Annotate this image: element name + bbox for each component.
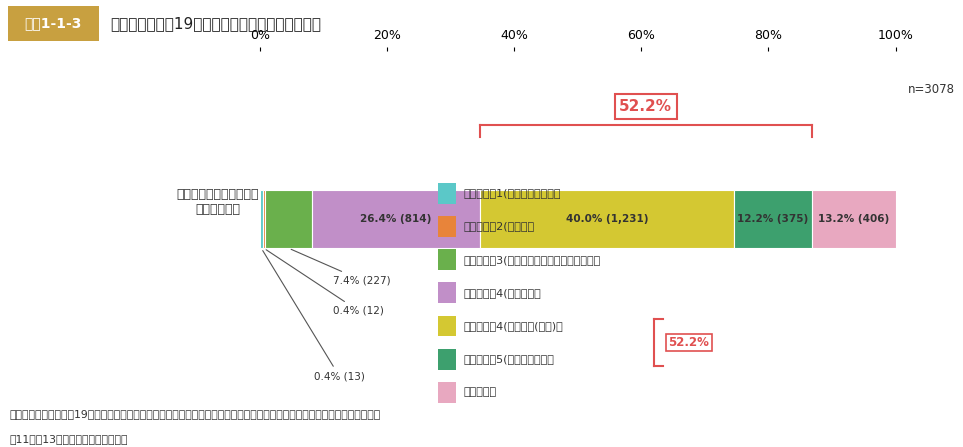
Bar	[265, 190, 312, 248]
Bar	[438, 316, 456, 337]
Bar	[438, 183, 456, 204]
Bar	[438, 249, 456, 270]
Text: 0.4% (12): 0.4% (12)	[266, 250, 384, 316]
Text: 警戒レベル2(注意報）: 警戒レベル2(注意報）	[463, 221, 534, 232]
Bar	[438, 382, 456, 403]
Bar	[812, 190, 896, 248]
Bar	[263, 190, 265, 248]
Text: 13.2% (406): 13.2% (406)	[818, 214, 889, 224]
Text: 警戒レベル3(避難準備・高齢者等避難開始）: 警戒レベル3(避難準備・高齢者等避難開始）	[463, 255, 600, 265]
Text: 実際にはどのタイミング
で避難するか: 実際にはどのタイミング で避難するか	[176, 188, 259, 216]
Text: 7.4% (227): 7.4% (227)	[291, 249, 391, 285]
Text: 令和元年台風第19号の実際に避難する警戒レベル: 令和元年台風第19号の実際に避難する警戒レベル	[111, 16, 322, 31]
Bar	[260, 190, 263, 248]
Text: 警戒レベル4(避難指示(緊急)）: 警戒レベル4(避難指示(緊急)）	[463, 321, 563, 331]
Text: 警戒レベル4(避難勧告）: 警戒レベル4(避難勧告）	[463, 288, 541, 298]
FancyBboxPatch shape	[8, 6, 99, 41]
Bar	[438, 283, 456, 303]
Text: 警戒レベル5(災害発生情報）: 警戒レベル5(災害発生情報）	[463, 354, 554, 364]
Text: 26.4% (814): 26.4% (814)	[360, 214, 431, 224]
Text: 52.2%: 52.2%	[668, 336, 710, 349]
Bar	[480, 190, 734, 248]
Bar	[734, 190, 812, 248]
Text: 40.0% (1,231): 40.0% (1,231)	[566, 214, 648, 224]
Text: 11日～13日調査）より内閣府作成: 11日～13日調査）より内閣府作成	[10, 434, 128, 443]
Text: 52.2%: 52.2%	[619, 99, 672, 114]
Bar	[438, 349, 456, 370]
Text: 12.2% (375): 12.2% (375)	[738, 214, 809, 224]
Bar	[438, 216, 456, 237]
Text: 避難しない: 避難しない	[463, 388, 496, 397]
Text: 0.4% (13): 0.4% (13)	[263, 251, 365, 381]
Text: 出典：令和元年台風第19号等による災害からの避難に関するワーキンググループ「住民向けアンケート結果」（令和２年１月: 出典：令和元年台風第19号等による災害からの避難に関するワーキンググループ「住民…	[10, 409, 381, 419]
Bar	[312, 190, 480, 248]
Text: 図表1-1-3: 図表1-1-3	[24, 17, 82, 30]
Text: n=3078: n=3078	[908, 83, 955, 96]
Text: 警戒レベル1(警報級の可能性）: 警戒レベル1(警報級の可能性）	[463, 188, 560, 198]
